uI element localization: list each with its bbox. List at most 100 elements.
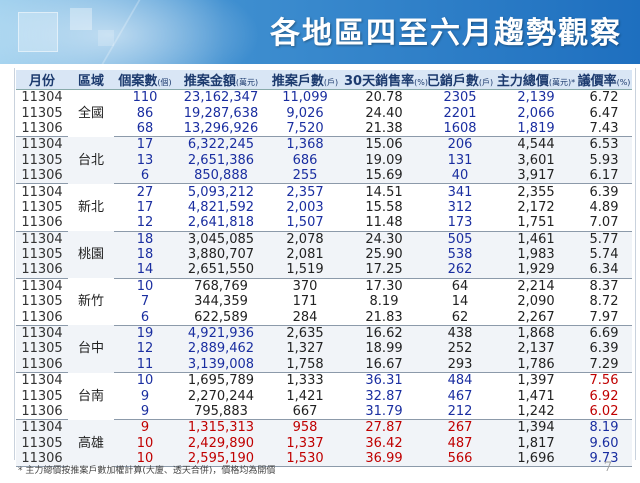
month-cell: 11304 <box>16 419 68 436</box>
table-row: 11304 台南 10 1,695,789 1,333 36.31 484 1,397 7.56 <box>16 372 632 420</box>
banner-glow <box>0 0 260 64</box>
column-header-unit: (萬元) <box>235 78 259 87</box>
units-cell: 958 <box>266 419 344 436</box>
sold-cell: 484 <box>424 372 496 389</box>
column-header-label: 區域 <box>77 74 104 89</box>
table-row: 11304 新北 27 5,093,212 2,357 14.51 341 2,355 6.39 <box>16 183 632 232</box>
units-cell: 2,003 <box>266 199 344 216</box>
column-header: 區域 <box>68 70 114 90</box>
column-header-label: 個案數 <box>118 74 158 89</box>
rate30-cell: 16.67 <box>344 356 424 374</box>
month-cell: 11305 <box>16 294 68 310</box>
table-row: 11304 新竹 10 768,769 370 17.30 64 2,214 8.37 <box>16 278 632 326</box>
price-cell: 1,817 <box>496 435 576 451</box>
amount-cell: 1,315,313 <box>176 419 266 436</box>
sold-cell: 293 <box>424 356 496 374</box>
month-cell: 11304 <box>16 325 68 342</box>
column-header-unit: (戶) <box>323 78 339 87</box>
bargain-cell: 6.17 <box>576 167 632 185</box>
decorative-square <box>98 30 114 46</box>
bargain-cell: 4.89 <box>576 199 632 216</box>
column-header-label: 推案戶數 <box>271 74 324 89</box>
rate30-cell: 17.30 <box>344 278 424 295</box>
price-cell: 1,983 <box>496 246 576 263</box>
sold-cell: 206 <box>424 136 496 153</box>
amount-cell: 850,888 <box>176 167 266 185</box>
month-cell: 11305 <box>16 246 68 263</box>
rate30-cell: 14.51 <box>344 183 424 200</box>
region-cell: 台中 <box>68 325 114 373</box>
units-cell: 1,333 <box>266 372 344 389</box>
table-row: 11306 68 13,296,926 7,520 21.38 1608 1,819 7.43 <box>16 120 632 138</box>
units-cell: 1,758 <box>266 356 344 374</box>
region-cell: 新北 <box>68 183 114 232</box>
cases-cell: 110 <box>114 89 176 106</box>
rate30-cell: 15.58 <box>344 199 424 216</box>
month-cell: 11304 <box>16 136 68 153</box>
region-cell: 台北 <box>68 136 114 184</box>
units-cell: 7,520 <box>266 120 344 138</box>
rate30-cell: 27.87 <box>344 419 424 436</box>
amount-cell: 4,921,936 <box>176 325 266 342</box>
region-cell: 新竹 <box>68 278 114 326</box>
bargain-cell: 6.02 <box>576 403 632 421</box>
units-cell: 171 <box>266 294 344 310</box>
column-header-label: 30天銷售率 <box>344 74 415 89</box>
cases-cell: 6 <box>114 309 176 326</box>
cases-cell: 13 <box>114 152 176 168</box>
region-cell: 桃園 <box>68 231 114 279</box>
data-table-container: 月份 區域 個案數(個) 推案金額(萬元) 推案戶數(戶) 30天銷售率(%) 已銷戶數(戶… <box>16 70 632 468</box>
table-row: 11306 12 2,641,818 1,507 11.48 173 1,751 7.07 <box>16 215 632 232</box>
month-cell: 11306 <box>16 403 68 421</box>
rate30-cell: 24.30 <box>344 231 424 247</box>
cases-cell: 10 <box>114 278 176 295</box>
units-cell: 1,337 <box>266 435 344 451</box>
price-cell: 1,242 <box>496 403 576 421</box>
month-cell: 11305 <box>16 435 68 451</box>
bargain-cell: 6.69 <box>576 325 632 342</box>
rate30-cell: 36.31 <box>344 372 424 389</box>
bargain-cell: 6.53 <box>576 136 632 153</box>
price-cell: 4,544 <box>496 136 576 153</box>
cases-cell: 9 <box>114 388 176 404</box>
price-cell: 1,929 <box>496 262 576 279</box>
units-cell: 1,507 <box>266 215 344 232</box>
bargain-cell: 6.34 <box>576 262 632 279</box>
cases-cell: 9 <box>114 419 176 436</box>
cases-cell: 27 <box>114 183 176 200</box>
month-cell: 11306 <box>16 450 68 468</box>
price-cell: 2,172 <box>496 199 576 216</box>
cases-cell: 9 <box>114 403 176 421</box>
sold-cell: 341 <box>424 183 496 200</box>
units-cell: 1,368 <box>266 136 344 153</box>
column-header-label: 月份 <box>28 74 55 89</box>
rate30-cell: 36.42 <box>344 435 424 451</box>
month-cell: 11306 <box>16 309 68 326</box>
sold-cell: 252 <box>424 341 496 357</box>
amount-cell: 6,322,245 <box>176 136 266 153</box>
sold-cell: 267 <box>424 419 496 436</box>
cases-cell: 7 <box>114 294 176 310</box>
month-cell: 11304 <box>16 183 68 200</box>
table-row: 11305 17 4,821,592 2,003 15.58 312 2,172 4.89 <box>16 199 632 216</box>
rate30-cell: 19.09 <box>344 152 424 168</box>
price-cell: 1,868 <box>496 325 576 342</box>
amount-cell: 3,045,085 <box>176 231 266 247</box>
amount-cell: 2,889,462 <box>176 341 266 357</box>
column-header: 30天銷售率(%) <box>344 70 428 90</box>
sold-cell: 131 <box>424 152 496 168</box>
rate30-cell: 18.99 <box>344 341 424 357</box>
column-header-label: 推案金額 <box>183 74 236 89</box>
rate30-cell: 17.25 <box>344 262 424 279</box>
sold-cell: 438 <box>424 325 496 342</box>
amount-cell: 2,641,818 <box>176 215 266 232</box>
cases-cell: 18 <box>114 246 176 263</box>
price-cell: 2,090 <box>496 294 576 310</box>
table-row: 11305 12 2,889,462 1,327 18.99 252 2,137 6.39 <box>16 341 632 357</box>
cases-cell: 17 <box>114 199 176 216</box>
units-cell: 11,099 <box>266 89 344 106</box>
column-header: 月份 <box>16 70 68 90</box>
price-cell: 1,696 <box>496 450 576 468</box>
table-row: 11306 9 795,883 667 31.79 212 1,242 6.02 <box>16 403 632 421</box>
units-cell: 2,081 <box>266 246 344 263</box>
